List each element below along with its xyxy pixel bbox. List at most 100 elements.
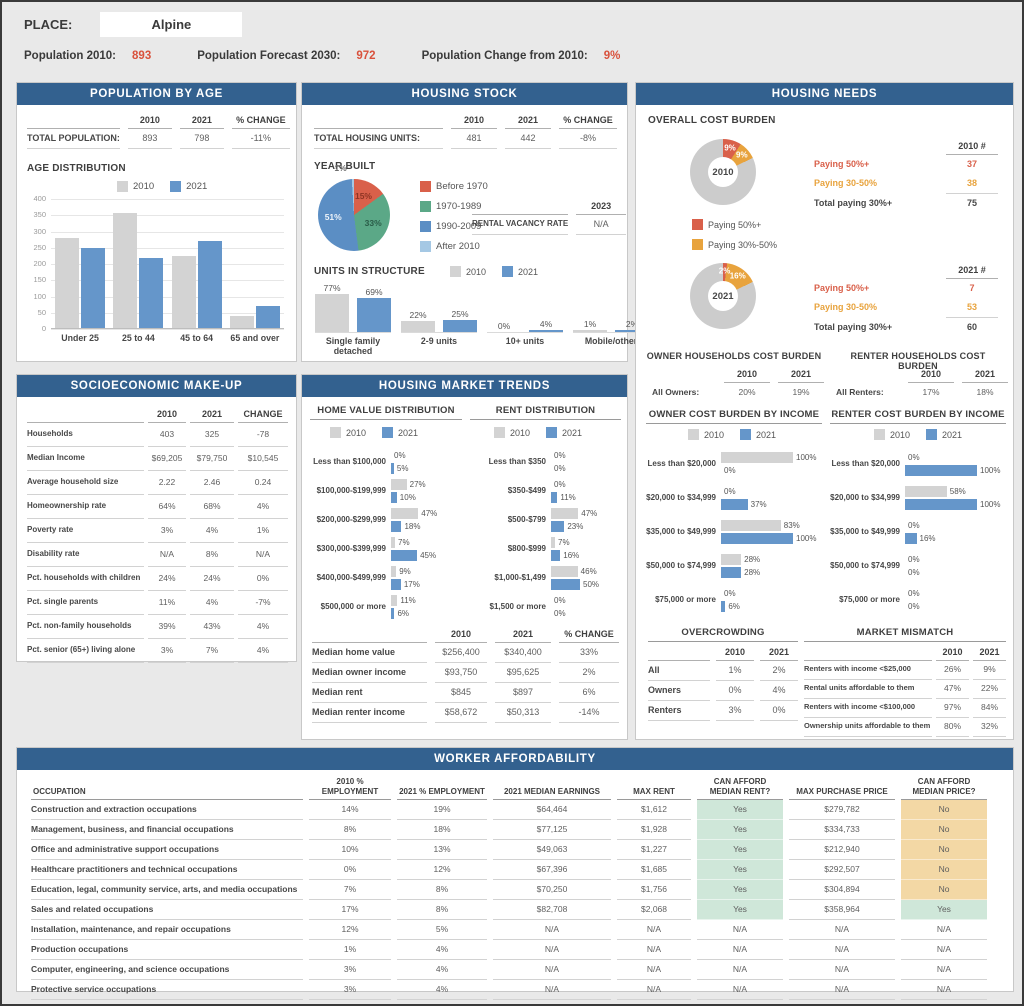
bar-wrap: 77% [315,283,349,332]
row-label: All [648,661,710,681]
legend-swatch [117,181,128,192]
cell-value: -78 [238,423,288,447]
dist-row: $50,000 to $74,999 28% 28% [642,549,822,583]
cell-value: 0% [309,860,391,881]
bar-line: 0% [905,452,1006,464]
legend-item: 2010 [688,429,724,440]
value-label: 10% [399,492,416,502]
value-label: 18% [404,521,421,531]
owner-hh-burden-title: OWNER HOUSEHOLDS COST BURDEN [646,351,822,361]
value-label: 6% [728,602,740,611]
value-label: 7% [398,537,410,547]
cell-value: 442 [505,129,551,149]
panel-market-trends: HOUSING MARKET TRENDS HOME VALUE DISTRIB… [301,374,628,740]
legend-label: 2021 [398,427,419,438]
cell-value: N/A [789,940,895,961]
place-row: PLACE: Alpine [24,12,243,37]
bars: 27% 10% [391,478,464,503]
row-label: Total paying 30%+ [814,322,893,332]
column-header: 2021 [505,113,551,129]
population-stat: Population 2010: 893 [24,50,151,62]
category-label: $500-$799 [507,514,546,524]
column-header: 2010 [724,367,770,383]
column-header: 2023 [576,199,627,215]
place-input[interactable]: Alpine [100,12,243,37]
row-label: Paying 30-50% [814,302,878,312]
slice-label: 9% [736,150,748,160]
value-label: 47% [421,508,438,518]
category-label: $100,000-$199,999 [316,485,386,495]
bar-line: 0% [551,607,624,619]
legend-swatch [420,181,431,192]
cell-value: N/A [697,980,783,1001]
value-label: 100% [980,466,1001,475]
cell-value: 4% [397,980,487,1001]
bars: 0% 37% [721,486,822,511]
bars: 0% 100% [905,452,1006,477]
category-label: $50,000 to $74,999 [646,561,716,571]
cell-value: N/A [789,960,895,981]
dist-row: $75,000 or more 0% 0% [826,583,1006,617]
legend-label: 2010 [346,427,367,438]
slice-label: 9% [724,143,736,153]
cell-value: 3% [148,639,186,663]
bar-2010 [905,486,947,497]
column-header: 2021 % EMPLOYMENT [397,776,487,801]
occupation-label: Production occupations [31,940,303,961]
legend-item: After 2010 [420,241,480,252]
cell-value: 24% [190,567,234,591]
legend-label: 2010 [704,429,725,440]
bar-group [168,241,226,328]
row-label: All Owners: [652,387,700,397]
value-label: 0% [497,321,511,331]
stat-label: Population Forecast 2030: [197,50,341,62]
occupation-label: Sales and related occupations [31,900,303,921]
row-label: Poverty rate [27,519,144,543]
age-distribution-label: AGE DISTRIBUTION [27,163,126,174]
legend-item: Paying 30%-50% [692,239,777,250]
gridline [51,312,284,314]
value-label: 0% [724,589,736,598]
column-header: 2021 [760,645,798,661]
category-label: 10+ units [505,336,545,346]
row-label: Pct. non-family households [27,615,144,639]
cell-value: 403 [148,423,186,447]
cell-value: $64,464 [493,800,611,821]
gridline [51,231,284,233]
cell-value: 47% [936,680,969,699]
bar-2010 [315,293,349,332]
overcrowding-table: 2010 2021 All 1% 2% Owners 0% 4% Renters 3% 0% [648,645,798,721]
owner-income-legend: 2010 2021 [688,429,776,440]
legend-swatch [874,429,885,440]
value-label: 83% [783,521,800,530]
bar-line: 100% [905,465,1006,477]
value-label: 100% [796,453,817,462]
units-group: 0% 4% 10+ units [482,283,568,356]
cell-value: $69,205 [148,447,186,471]
cost-burden-2010-table: 2010 # Paying 50%+ 37 Paying 30-50% 38 Total … [814,139,998,213]
legend-item: 2021 [740,429,776,440]
category-label: $500,000 or more [320,601,386,611]
cell-value: 17% [309,900,391,921]
cell-value: $49,063 [493,840,611,861]
bar-2010 [551,536,556,548]
cell-value: $279,782 [789,800,895,821]
category-label: Less than $20,000 [831,459,900,469]
category-label: $50,000 to $74,999 [830,561,900,571]
value-label: 46% [580,566,597,576]
cell-value: 4% [238,615,288,639]
bars: 47% 23% [551,507,624,532]
bar-2010 [171,256,196,328]
cell-value: N/A [493,980,611,1001]
dist-row: $500-$799 47% 23% [468,505,624,534]
panel-title: POPULATION BY AGE [17,83,296,105]
bar-line: 9% [391,565,464,577]
cell-value: $292,507 [789,860,895,881]
cell-value: 12% [397,860,487,881]
stat-value: 9% [603,50,621,62]
dist-row: Less than $20,000 100% 0% [642,447,822,481]
dist-row: $350-$499 0% 11% [468,476,624,505]
column-header: 2010 [127,113,172,129]
bar-line: 47% [391,507,464,519]
legend-swatch [926,429,938,440]
